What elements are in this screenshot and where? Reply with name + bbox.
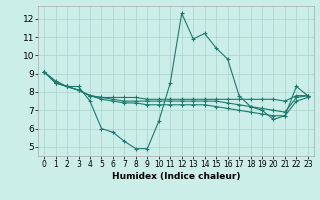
X-axis label: Humidex (Indice chaleur): Humidex (Indice chaleur) xyxy=(112,172,240,181)
